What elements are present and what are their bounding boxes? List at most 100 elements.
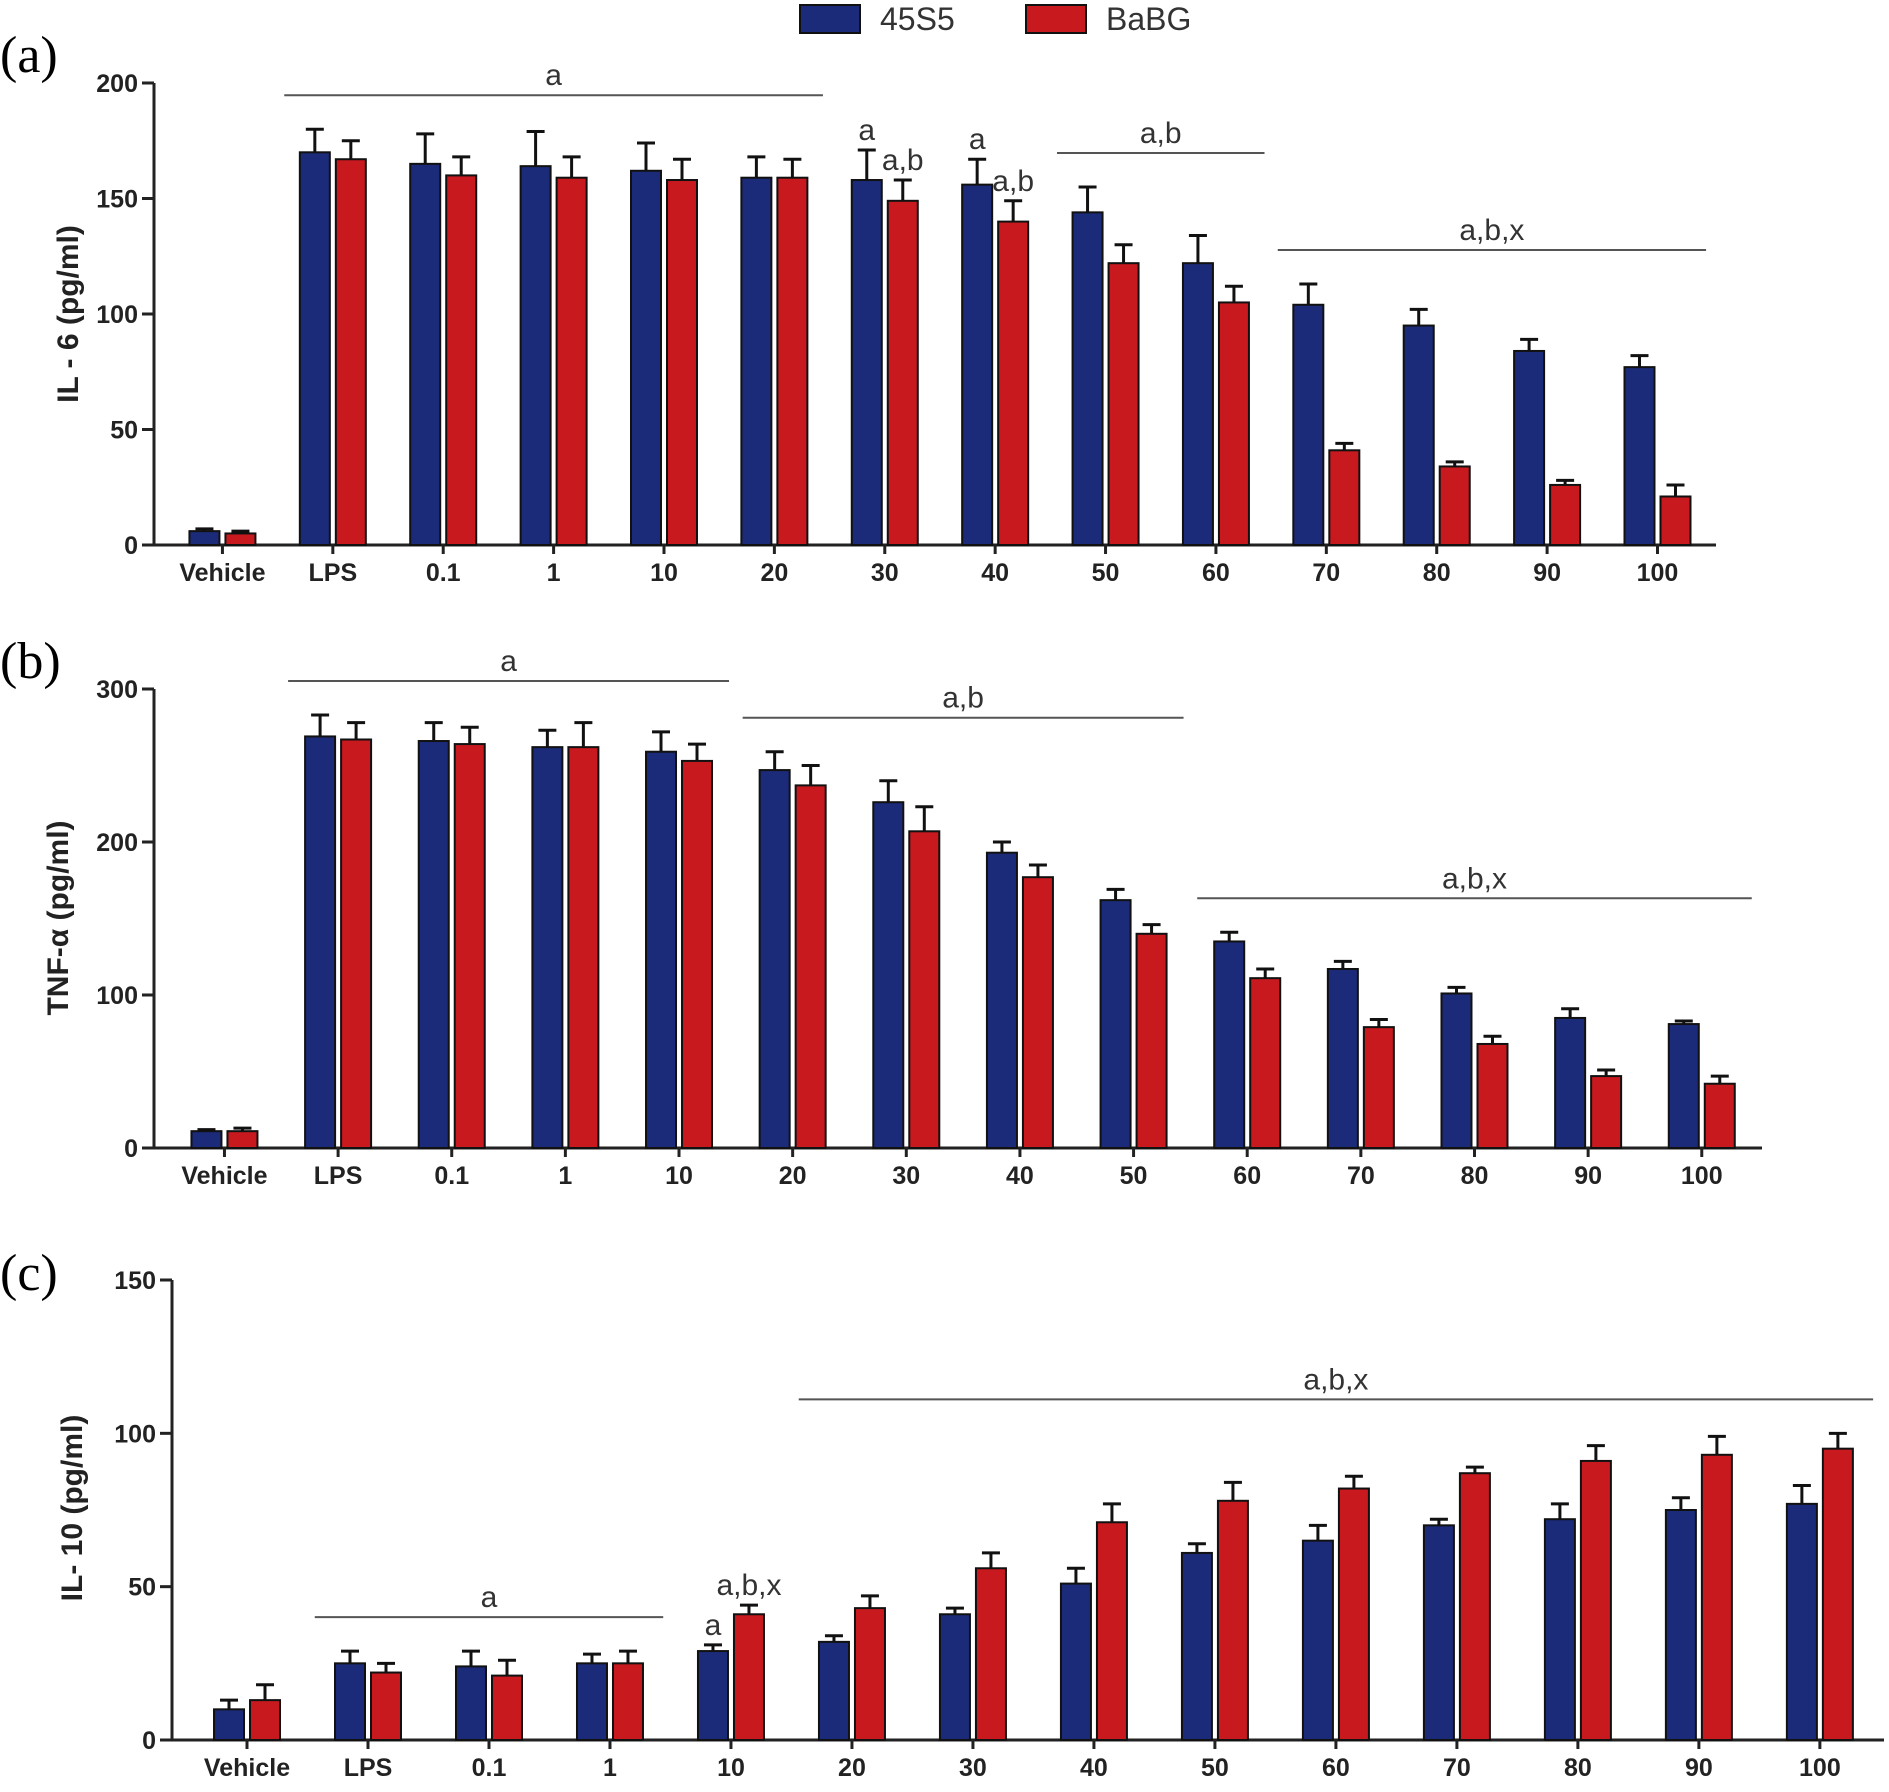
bar-45s5 [1785, 1502, 1818, 1742]
bar-45s5 [1099, 899, 1132, 1150]
x-tick-label: 50 [1201, 1754, 1229, 1782]
y-tick-label: 50 [128, 1574, 156, 1602]
bar-babg [334, 158, 367, 546]
x-tick-label: 40 [1080, 1754, 1108, 1782]
y-tick-label: 0 [124, 1135, 138, 1163]
bar-babg [732, 1613, 765, 1742]
x-tick-label: Vehicle [181, 1162, 267, 1190]
x-tick-label: 80 [1423, 559, 1451, 587]
x-tick-label: 1 [558, 1162, 572, 1190]
y-tick-label: 200 [96, 70, 138, 98]
y-axis-label: IL - 6 (pg/ml) [52, 225, 85, 403]
significance-label: a,b [992, 165, 1034, 198]
panel-b: (b) 0 100 200 300 TNF-α (pg/ml) Vehicle LPS 0.1… [0, 633, 1762, 1190]
bar-babg [1579, 1459, 1612, 1742]
bar-babg [1438, 465, 1471, 546]
x-tick-label: 1 [603, 1754, 617, 1782]
bar-babg [776, 176, 809, 547]
bar-45s5 [696, 1650, 729, 1741]
bar-babg [1135, 932, 1168, 1149]
bar-babg [908, 830, 941, 1149]
bar-45s5 [1440, 992, 1473, 1149]
significance-label: a [858, 114, 875, 147]
bar-45s5 [1623, 366, 1656, 546]
bar-45s5 [645, 750, 678, 1149]
bar-babg [226, 1130, 259, 1150]
y-tick-label: 100 [96, 982, 138, 1010]
x-tick-label: 90 [1685, 1754, 1713, 1782]
significance-label: a,b [942, 682, 984, 715]
x-tick-label: LPS [309, 559, 358, 587]
bar-45s5 [1326, 967, 1359, 1149]
y-tick-label: 0 [142, 1727, 156, 1755]
x-tick-label: LPS [314, 1162, 363, 1190]
bar-babg [886, 199, 919, 546]
x-tick-label: 60 [1233, 1162, 1261, 1190]
x-tick-label: 0.1 [426, 559, 461, 587]
bar-babg [1821, 1447, 1854, 1741]
bar-45s5 [417, 740, 450, 1150]
bar-babg [1590, 1075, 1623, 1149]
bar-babg [445, 174, 478, 546]
y-axis-label: TNF-α (pg/ml) [42, 820, 75, 1015]
y-tick-label: 50 [110, 417, 138, 445]
bar-45s5 [961, 183, 994, 546]
panel-label: (c) [0, 1245, 58, 1302]
bar-babg [370, 1671, 403, 1741]
bar-45s5 [519, 165, 552, 546]
y-tick-label: 200 [96, 829, 138, 857]
x-tick-label: 1 [547, 559, 561, 587]
bar-babg [1458, 1472, 1491, 1741]
bar-babg [1021, 876, 1054, 1149]
x-tick-label: 30 [959, 1754, 987, 1782]
x-tick-label: 40 [1006, 1162, 1034, 1190]
bar-babg [974, 1567, 1007, 1742]
significance-label: a,b,x [716, 1569, 781, 1602]
x-tick-label: 30 [871, 559, 899, 587]
bar-babg [1328, 449, 1361, 547]
x-tick-label: 50 [1120, 1162, 1148, 1190]
y-axis-label: IL- 10 (pg/ml) [56, 1415, 89, 1602]
significance-label: a,b [882, 144, 924, 177]
x-tick-label: 70 [1347, 1162, 1375, 1190]
bar-45s5 [1422, 1524, 1455, 1742]
bar-45s5 [454, 1665, 487, 1742]
bar-45s5 [1667, 1023, 1700, 1149]
x-tick-label: 80 [1564, 1754, 1592, 1782]
y-tick-label: 300 [96, 676, 138, 704]
bar-babg [665, 179, 698, 547]
significance-label: a,b,x [1459, 214, 1524, 247]
x-tick-label: 20 [838, 1754, 866, 1782]
x-tick-label: 60 [1322, 1754, 1350, 1782]
bar-babg [490, 1674, 523, 1741]
x-tick-label: Vehicle [204, 1754, 290, 1782]
bar-babg [567, 746, 600, 1149]
x-tick-label: 100 [1637, 559, 1679, 587]
bar-45s5 [531, 746, 564, 1149]
bar-babg [555, 176, 588, 547]
bar-45s5 [304, 735, 337, 1149]
bar-babg [1549, 483, 1582, 547]
bar-45s5 [1071, 211, 1104, 547]
bar-45s5 [1301, 1539, 1334, 1741]
bar-45s5 [298, 151, 331, 547]
x-tick-label: 10 [650, 559, 678, 587]
y-tick-label: 150 [114, 1267, 156, 1295]
x-tick-label: 20 [779, 1162, 807, 1190]
y-tick-label: 100 [114, 1420, 156, 1448]
significance-label: a [500, 645, 517, 678]
significance-label: a,b,x [1303, 1363, 1368, 1396]
bar-45s5 [629, 169, 662, 546]
x-tick-label: 80 [1461, 1162, 1489, 1190]
bar-45s5 [213, 1708, 246, 1742]
significance-label: a [545, 59, 562, 92]
legend-label-45s5: 45S5 [880, 1, 955, 37]
x-tick-label: 0.1 [434, 1162, 469, 1190]
bar-babg [1216, 1499, 1249, 1742]
significance-label: a,b [1140, 117, 1182, 150]
bar-babg [224, 532, 257, 547]
bar-babg [340, 738, 373, 1149]
bar-45s5 [575, 1662, 608, 1742]
